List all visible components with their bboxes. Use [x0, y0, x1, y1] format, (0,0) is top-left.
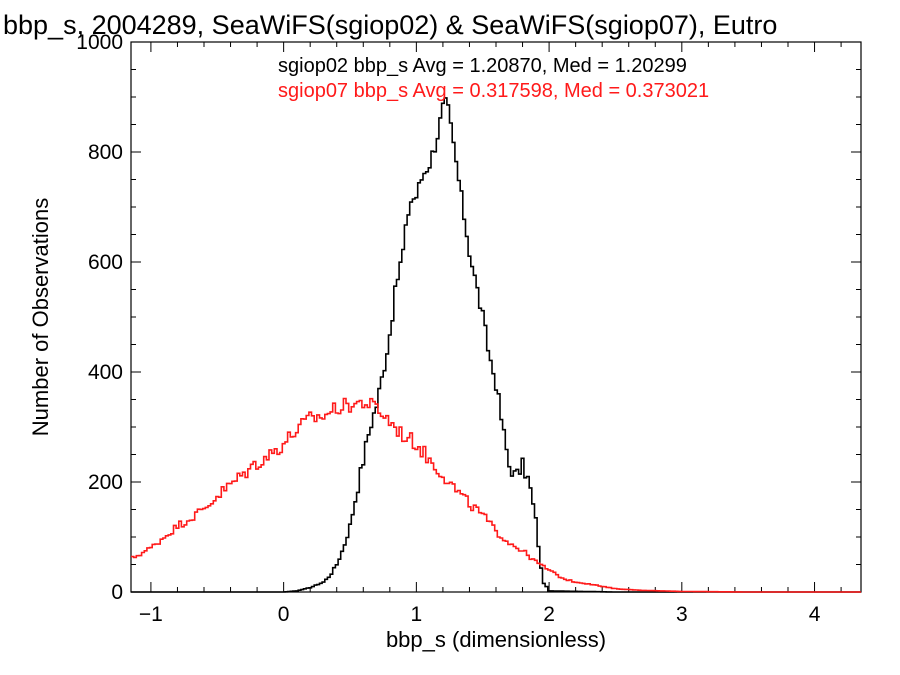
x-axis-label: bbp_s (dimensionless): [386, 627, 606, 652]
plot-area: −1 0 1 2 3 4 0 200 400 600 800 1000: [76, 31, 862, 626]
x-tick-label: 0: [278, 603, 290, 626]
plot-frame: [130, 41, 862, 593]
y-tick-label: 1000: [76, 31, 123, 54]
y-tick-label: 200: [88, 471, 123, 494]
y-tick-label: 800: [88, 141, 123, 164]
x-tick-label: 3: [676, 603, 688, 626]
annotation-sgiop07: sgiop07 bbp_s Avg = 0.317598, Med = 0.37…: [278, 80, 709, 102]
y-tick-label: 600: [88, 251, 123, 274]
x-tick-label: 1: [411, 603, 423, 626]
y-axis: 0 200 400 600 800 1000: [76, 31, 861, 604]
y-tick-label: 0: [111, 581, 123, 604]
x-tick-label: 4: [809, 603, 821, 626]
series-layer: [131, 97, 861, 593]
chart-title: bbp_s, 2004289, SeaWiFS(sgiop02) & SeaWi…: [3, 10, 777, 40]
series-sgiop07-line: [131, 397, 861, 593]
y-tick-label: 400: [88, 361, 123, 384]
y-axis-label: Number of Observations: [28, 198, 53, 436]
x-tick-label: −1: [139, 603, 163, 626]
x-axis: −1 0 1 2 3 4: [139, 42, 842, 626]
series-sgiop02-line: [131, 97, 861, 593]
annotation-sgiop02: sgiop02 bbp_s Avg = 1.20870, Med = 1.202…: [278, 55, 687, 77]
x-tick-label: 2: [543, 603, 555, 626]
